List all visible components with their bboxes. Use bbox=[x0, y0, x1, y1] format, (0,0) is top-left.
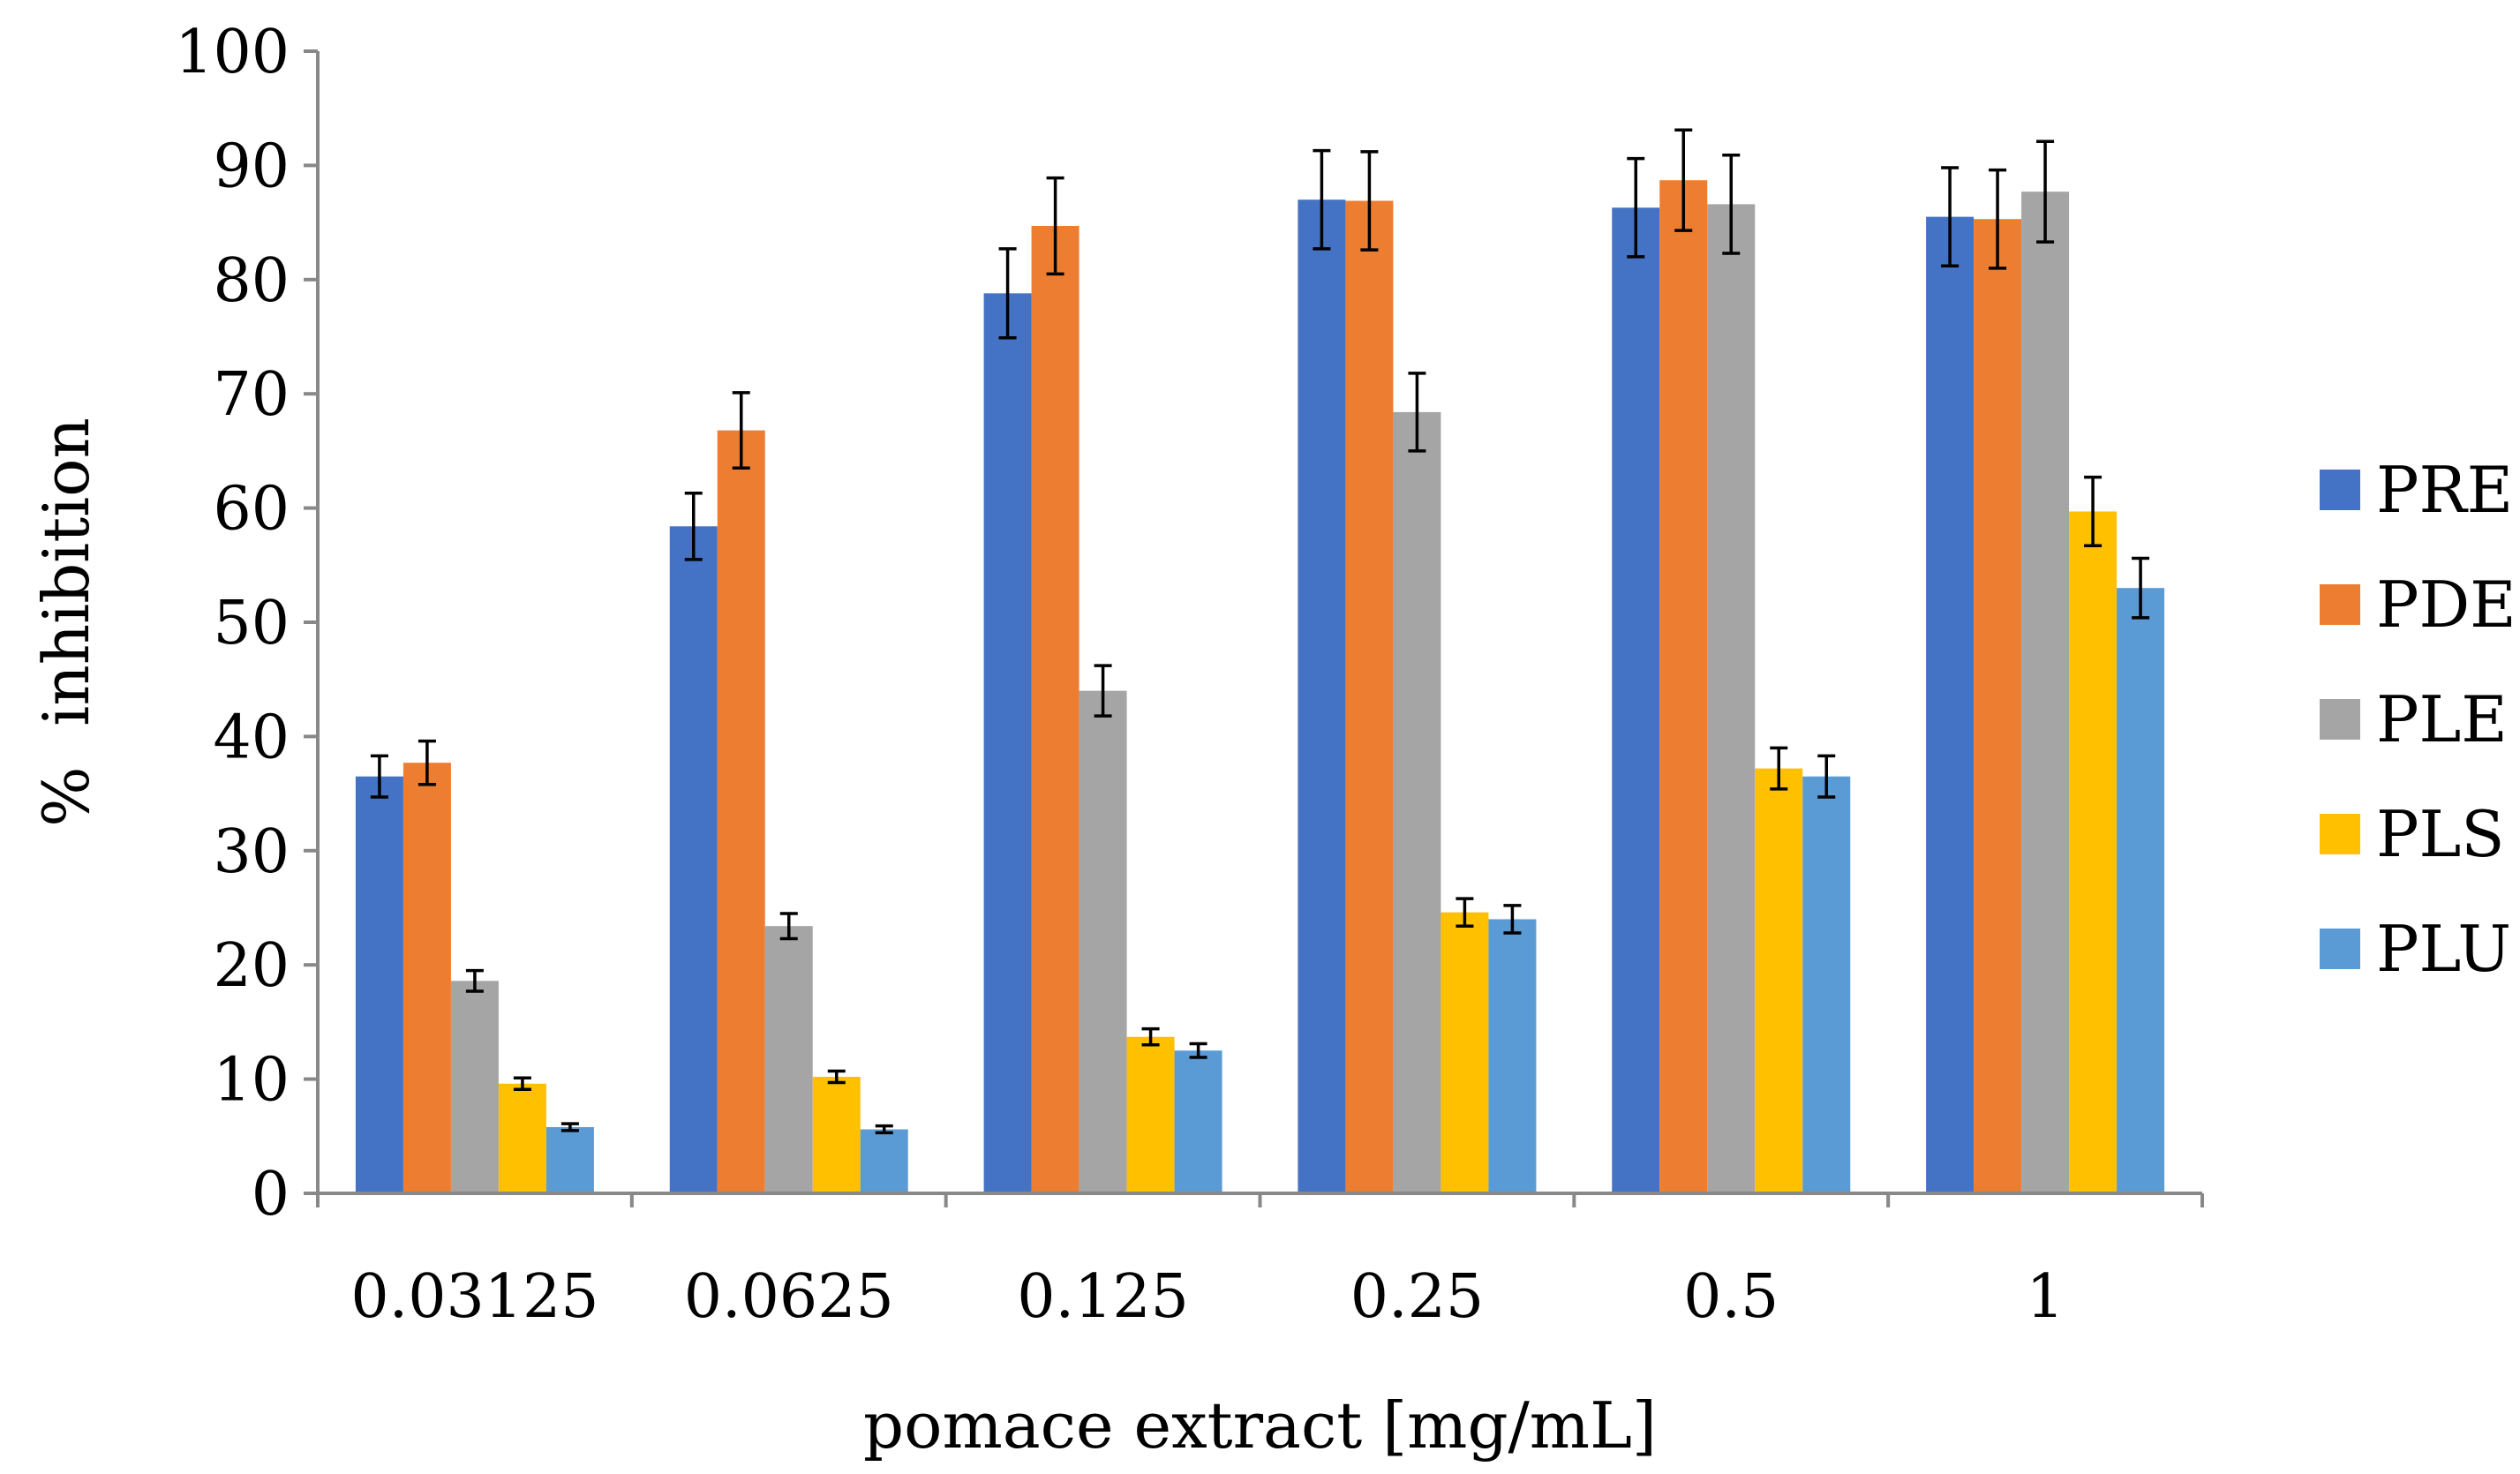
y-tick-label: 40 bbox=[213, 703, 290, 772]
bar-pre-1 bbox=[669, 526, 718, 1193]
axes-layer bbox=[304, 49, 2204, 1207]
bar-pre-4 bbox=[1612, 207, 1660, 1194]
x-tick-label: 0.0625 bbox=[684, 1262, 894, 1332]
x-tick-label: 0.5 bbox=[1683, 1262, 1779, 1332]
bar-pde-3 bbox=[1345, 200, 1394, 1193]
bar-ple-4 bbox=[1707, 204, 1756, 1193]
tick-labels-layer: 0.03125 0.0625 0.125 0.25 0.5 101020304050607… bbox=[175, 18, 2065, 1332]
bar-ple-5 bbox=[2021, 192, 2070, 1194]
bar-pls-1 bbox=[812, 1077, 861, 1193]
bar-pde-0 bbox=[402, 763, 451, 1193]
legend-label-pls: PLS bbox=[2376, 797, 2505, 871]
y-tick-label: 50 bbox=[213, 589, 290, 658]
legend-label-pre: PRE bbox=[2376, 453, 2513, 527]
y-tick-label: 20 bbox=[213, 931, 290, 1001]
y-tick-label: 0 bbox=[252, 1160, 290, 1230]
bar-pde-5 bbox=[1974, 219, 2022, 1193]
legend-label-ple: PLE bbox=[2376, 682, 2508, 756]
bar-pde-4 bbox=[1659, 180, 1708, 1193]
y-axis-label: % inhibition bbox=[29, 417, 103, 827]
bar-pls-4 bbox=[1755, 768, 1803, 1193]
x-tick-label: 0.03125 bbox=[350, 1262, 598, 1332]
x-tick-label: 1 bbox=[2026, 1262, 2064, 1332]
bar-plu-0 bbox=[545, 1126, 594, 1193]
legend-swatch-pls bbox=[2320, 814, 2360, 854]
bar-pls-3 bbox=[1441, 912, 1489, 1193]
y-tick-label: 10 bbox=[213, 1046, 290, 1116]
legend-swatch-pde bbox=[2320, 584, 2360, 625]
bar-ple-1 bbox=[764, 926, 813, 1193]
bar-pls-5 bbox=[2069, 511, 2118, 1193]
bar-ple-0 bbox=[450, 981, 499, 1193]
bar-plu-3 bbox=[1488, 919, 1537, 1193]
legend: PRE PDE PLE PLS PLU bbox=[2320, 453, 2516, 986]
bar-pre-2 bbox=[983, 293, 1032, 1193]
bar-plu-1 bbox=[860, 1129, 908, 1193]
x-tick-label: 0.25 bbox=[1350, 1262, 1484, 1332]
legend-swatch-ple bbox=[2320, 699, 2360, 740]
legend-label-plu: PLU bbox=[2376, 912, 2511, 986]
bar-plu-2 bbox=[1174, 1050, 1222, 1193]
legend-swatch-pre bbox=[2320, 470, 2360, 510]
bar-plu-4 bbox=[1802, 776, 1851, 1193]
bars-layer bbox=[355, 180, 2165, 1194]
bar-pls-2 bbox=[1126, 1036, 1175, 1193]
y-tick-label: 80 bbox=[213, 246, 290, 316]
y-tick-label: 30 bbox=[213, 817, 290, 887]
y-tick-label: 70 bbox=[213, 360, 290, 430]
legend-label-pde: PDE bbox=[2376, 568, 2516, 642]
x-axis-label: pomace extract [mg/mL] bbox=[863, 1388, 1657, 1463]
bar-pre-3 bbox=[1298, 199, 1346, 1194]
bar-pre-5 bbox=[1926, 216, 1975, 1193]
error-bars-layer bbox=[370, 128, 2150, 1135]
bar-ple-2 bbox=[1079, 690, 1127, 1193]
x-tick-label: 0.125 bbox=[1017, 1262, 1189, 1332]
bar-pde-2 bbox=[1031, 225, 1079, 1194]
bar-pre-0 bbox=[355, 776, 403, 1193]
bar-pde-1 bbox=[717, 430, 765, 1193]
bar-ple-3 bbox=[1393, 411, 1441, 1193]
bar-pls-0 bbox=[498, 1083, 546, 1193]
legend-swatch-plu bbox=[2320, 929, 2360, 969]
bar-plu-5 bbox=[2117, 588, 2165, 1193]
y-tick-label: 100 bbox=[175, 18, 290, 87]
y-tick-label: 60 bbox=[213, 475, 290, 545]
y-tick-label: 90 bbox=[213, 132, 290, 201]
